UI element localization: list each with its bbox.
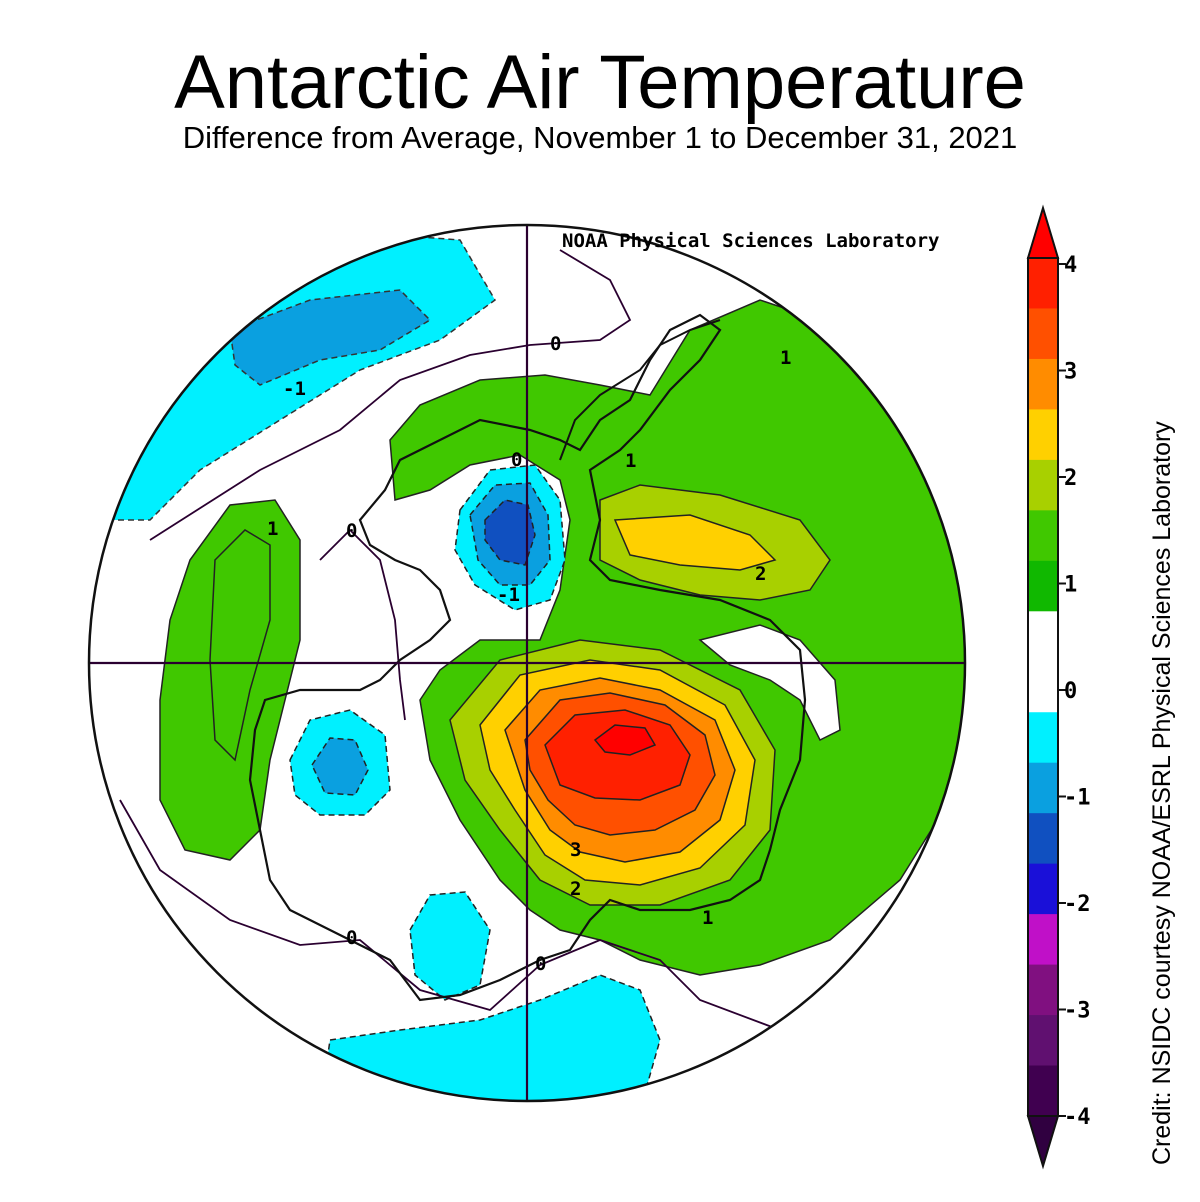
- colorbar: 4 3 2 1 0 -1 -2 -3 -4: [1026, 204, 1091, 1170]
- anomaly-region-green-west-core: [209, 529, 271, 762]
- colorbar-tick-label: 3: [1064, 360, 1077, 385]
- colorbar-tick-label: -3: [1064, 999, 1091, 1024]
- colorbar-band: [1028, 611, 1058, 663]
- colorbar-band: [1028, 1015, 1058, 1067]
- contour-label: -1: [283, 378, 306, 400]
- contour-label: 0: [511, 449, 522, 471]
- anomaly-region-darkblue-peninsula: [484, 499, 536, 566]
- anomaly-region-white-east: [698, 624, 841, 742]
- colorbar-band: [1028, 813, 1058, 865]
- colorbar-top-arrow: [1026, 204, 1060, 259]
- map-subtitle: Difference from Average, November 1 to D…: [182, 120, 1018, 155]
- antarctic-peninsula-coast: [559, 319, 721, 461]
- colorbar-band: [1028, 762, 1058, 814]
- contour-label: 0: [346, 927, 357, 949]
- colorbar-tick-label: 1: [1064, 573, 1077, 598]
- colorbar-tick-label: 0: [1064, 679, 1077, 704]
- colorbar-tick-label: -2: [1064, 892, 1091, 917]
- colorbar-ticks: 4 3 2 1 0 -1 -2 -3 -4: [1058, 253, 1091, 1130]
- anomaly-region-yellow-north: [613, 514, 777, 571]
- colorbar-band: [1028, 1065, 1058, 1117]
- colorbar-tick-label: -4: [1064, 1105, 1091, 1130]
- antarctica-coastline: [248, 313, 807, 1002]
- source-label: NOAA Physical Sciences Laboratory: [562, 230, 940, 252]
- anomaly-region-blue-west: [311, 737, 369, 796]
- colorbar-band: [1028, 964, 1058, 1016]
- anomaly-region-cyan-south-2: [319, 974, 661, 1101]
- colorbar-bottom-arrow: [1026, 1115, 1060, 1170]
- colorbar-band: [1028, 712, 1058, 764]
- colorbar-tick-label: 4: [1064, 253, 1077, 278]
- colorbar-band: [1028, 560, 1058, 612]
- contour-label: 0: [346, 520, 357, 542]
- colorbar-band: [1028, 914, 1058, 966]
- anomaly-fields: [89, 229, 965, 1101]
- contour-zero-inner: [319, 528, 406, 721]
- map-title: Antarctic Air Temperature: [174, 40, 1026, 125]
- colorbar-band: [1028, 459, 1058, 511]
- contour-zero-north: [149, 249, 632, 541]
- colorbar-band: [1028, 358, 1058, 410]
- contour-label: 1: [625, 450, 636, 472]
- colorbar-band: [1028, 661, 1058, 713]
- globe-outline: [87, 223, 967, 1103]
- colorbar-tick-label: 2: [1064, 466, 1077, 491]
- colorbar-tick-label: -1: [1064, 786, 1091, 811]
- contour-labels: -1 0 1 0 0 -1 1 1 2 3 2 1 0 0: [267, 333, 791, 975]
- contour-label: 1: [702, 907, 713, 929]
- colorbar-band: [1028, 258, 1058, 309]
- anomaly-region-blue-topleft: [229, 289, 432, 386]
- contour-label: 1: [267, 518, 278, 540]
- contour-label: 0: [535, 953, 546, 975]
- contour-label: 3: [570, 839, 581, 861]
- contour-label: 1: [780, 347, 791, 369]
- anomaly-region-warm-peak: [593, 724, 657, 756]
- anomaly-region-cyan-south-1: [409, 891, 491, 1001]
- contour-label: -1: [497, 584, 520, 606]
- colorbar-band: [1028, 409, 1058, 461]
- colorbar-band: [1028, 863, 1058, 915]
- colorbar-band: [1028, 308, 1058, 360]
- contour-label: 2: [755, 563, 766, 585]
- anomaly-region-warm-5: [544, 709, 691, 801]
- contour-label: 2: [570, 878, 581, 900]
- colorbar-bands: [1027, 257, 1059, 1117]
- credit-text: Credit: NSIDC courtesy NOAA/ESRL Physica…: [1148, 421, 1176, 1165]
- colorbar-band: [1028, 510, 1058, 562]
- contour-zero-west: [119, 799, 781, 1031]
- contour-label: 0: [550, 333, 561, 355]
